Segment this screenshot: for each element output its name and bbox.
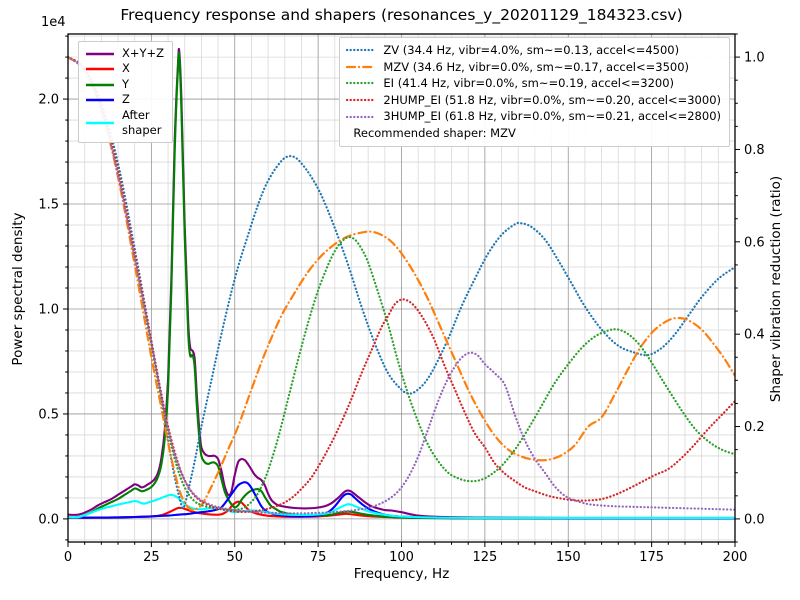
y-right-tick-label: 0.4	[744, 328, 765, 343]
y-axis-label-left: Power spectral density	[10, 212, 26, 366]
x-tick-label: 175	[639, 550, 664, 565]
legend-item-y: Y	[85, 77, 164, 92]
legend-item-label: X+Y+Z	[122, 46, 165, 60]
legend-item-z: Z	[85, 92, 164, 107]
psd-line-x+y+z	[68, 47, 735, 519]
legend-item-2hump_ei: 2HUMP_EI (51.8 Hz, vibr=0.0%, sm~=0.20, …	[346, 92, 721, 109]
x-tick-label: 125	[472, 550, 497, 565]
legend-line-sample	[86, 98, 114, 102]
legend-item-x+y+z: X+Y+Z	[85, 46, 164, 61]
legend-line-sample	[86, 67, 114, 71]
legend-line-sample	[86, 52, 114, 55]
chart-title: Frequency response and shapers (resonanc…	[120, 6, 683, 24]
x-axis-label: Frequency, Hz	[353, 566, 450, 582]
y-left-tick-label: 0.0	[38, 512, 59, 527]
x-tick-label: 200	[723, 550, 748, 565]
y-right-tick-label: 1.0	[744, 51, 765, 66]
legend-line-sample	[86, 121, 114, 125]
x-tick-label: 100	[389, 550, 414, 565]
psd-line-y	[68, 51, 735, 520]
shaper-line-zv	[68, 56, 735, 510]
axis-tick-labels: 0 25 50 75 100 125 150 175 200 0.0 0.5 1.0 1.5 2.0 0.0…	[38, 51, 764, 565]
legend-shapers: ZV (34.4 Hz, vibr=4.0%, sm~=0.13, accel<…	[339, 37, 730, 147]
shaper-line-2hump_ei	[68, 56, 735, 514]
x-tick-label: 0	[64, 550, 72, 565]
legend-item-label: After shaper	[122, 107, 162, 138]
axis-ticks	[63, 33, 740, 547]
y-right-tick-label: 0.2	[744, 420, 765, 435]
legend-item-label: X	[122, 61, 130, 76]
x-tick-label: 50	[226, 550, 243, 565]
shaper-line-mzv	[68, 56, 735, 512]
y-left-tick-label: 2.0	[38, 93, 59, 108]
x-tick-label: 150	[556, 550, 581, 565]
legend-line-sample	[346, 82, 377, 85]
legend-line-sample	[86, 83, 114, 86]
legend-item-label: MZV (34.6 Hz, vibr=0.0%, sm~=0.17, accel…	[383, 59, 690, 74]
shaper-line-3hump_ei	[68, 56, 735, 515]
legend-line-sample	[346, 115, 377, 118]
legend-item-label: ZV (34.4 Hz, vibr=4.0%, sm~=0.13, accel<…	[383, 43, 680, 57]
y-right-tick-label: 0.8	[744, 143, 765, 158]
y-right-tick-label: 0.6	[744, 235, 765, 250]
legend-item-label: Z	[122, 92, 130, 107]
legend-item-label: EI (41.4 Hz, vibr=0.0%, sm~=0.19, accel<…	[383, 76, 675, 91]
y-left-tick-label: 1.5	[38, 198, 59, 213]
shaper-line-ei	[68, 56, 735, 511]
legend-item-mzv: MZV (34.6 Hz, vibr=0.0%, sm~=0.17, accel…	[346, 59, 721, 76]
legend-line-sample	[346, 98, 377, 102]
y-right-tick-label: 0.0	[744, 512, 765, 527]
legend-item-recommended-note: Recommended shaper: MZV	[346, 125, 721, 142]
legend-item-zv: ZV (34.4 Hz, vibr=4.0%, sm~=0.13, accel<…	[346, 42, 721, 59]
legend-line-sample	[346, 49, 377, 52]
legend-item-label: Y	[122, 76, 130, 91]
legend-item-label: Recommended shaper: MZV	[353, 125, 516, 140]
legend-item-after-shaper: After shaper	[85, 108, 164, 139]
series-curves	[68, 47, 735, 520]
y-axis-offset-text: 1e4	[41, 15, 66, 30]
legend-line-sample	[346, 65, 377, 68]
y-left-tick-label: 1.0	[38, 302, 59, 317]
legend-psd: X+Y+Z X Y Z After shaper	[78, 41, 174, 144]
legend-item-3hump_ei: 3HUMP_EI (61.8 Hz, vibr=0.0%, sm~=0.21, …	[346, 108, 721, 125]
legend-item-x: X	[85, 61, 164, 76]
legend-item-ei: EI (41.4 Hz, vibr=0.0%, sm~=0.19, accel<…	[346, 75, 721, 92]
y-axis-label-right: Shaper vibration reduction (ratio)	[768, 175, 784, 403]
legend-item-label: 3HUMP_EI (61.8 Hz, vibr=0.0%, sm~=0.21, …	[383, 109, 721, 124]
legend-item-label: 2HUMP_EI (51.8 Hz, vibr=0.0%, sm~=0.20, …	[383, 92, 721, 107]
x-tick-label: 75	[310, 550, 327, 565]
y-left-tick-label: 0.5	[38, 407, 59, 422]
x-tick-label: 25	[143, 550, 160, 565]
